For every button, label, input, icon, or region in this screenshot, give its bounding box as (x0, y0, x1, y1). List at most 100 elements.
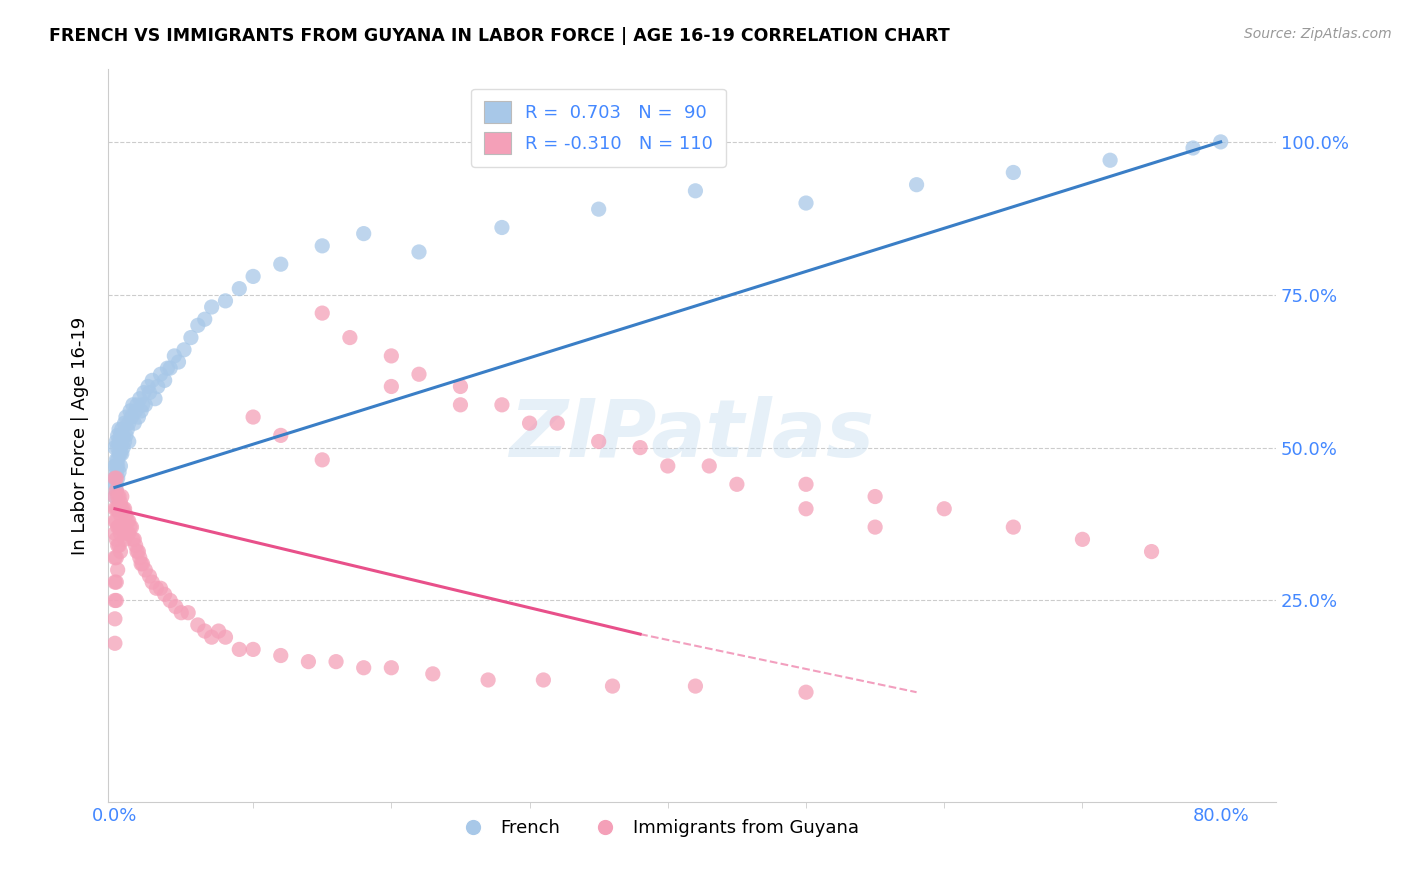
Point (531, 673, 554, 687)
Point (149, 368, 172, 382)
Point (194, 624, 217, 638)
Point (104, 490, 127, 504)
Point (311, 239, 333, 253)
Point (380, 661, 402, 675)
Point (108, 538, 131, 552)
Point (108, 422, 131, 436)
Point (149, 581, 172, 595)
Point (134, 563, 156, 577)
Point (194, 312, 217, 326)
Point (491, 398, 513, 412)
Point (228, 642, 250, 657)
Point (628, 441, 651, 455)
Point (408, 368, 430, 382)
Point (214, 293, 236, 308)
Point (110, 441, 132, 455)
Point (519, 416, 541, 430)
Point (110, 526, 132, 541)
Point (270, 648, 292, 663)
Point (105, 501, 128, 516)
Point (145, 581, 167, 595)
Point (104, 501, 127, 516)
Point (125, 544, 148, 558)
Point (794, 477, 817, 491)
Point (153, 373, 176, 387)
Point (685, 184, 707, 198)
Point (934, 501, 956, 516)
Point (1209, 135, 1232, 149)
Legend: French, Immigrants from Guyana: French, Immigrants from Guyana (449, 812, 866, 845)
Point (110, 508, 132, 522)
Point (165, 599, 187, 614)
Point (242, 410, 264, 425)
Point (104, 490, 127, 504)
Point (105, 465, 128, 479)
Point (1071, 533, 1094, 547)
Point (180, 330, 202, 344)
Point (121, 520, 143, 534)
Point (107, 520, 129, 534)
Point (156, 361, 179, 376)
Point (127, 410, 149, 425)
Point (242, 642, 264, 657)
Point (111, 501, 134, 516)
Point (477, 673, 499, 687)
Point (117, 422, 139, 436)
Point (270, 257, 292, 271)
Point (115, 428, 138, 442)
Point (110, 428, 132, 442)
Point (121, 410, 143, 425)
Point (112, 428, 135, 442)
Point (107, 471, 129, 485)
Point (794, 501, 817, 516)
Point (105, 477, 128, 491)
Point (111, 422, 134, 436)
Point (128, 392, 150, 406)
Point (794, 685, 817, 699)
Point (177, 606, 200, 620)
Point (111, 490, 134, 504)
Point (380, 379, 402, 393)
Point (108, 434, 131, 449)
Point (104, 441, 127, 455)
Point (863, 490, 886, 504)
Point (905, 178, 928, 192)
Point (297, 655, 319, 669)
Point (125, 398, 148, 412)
Point (794, 196, 817, 211)
Point (863, 520, 886, 534)
Point (657, 458, 679, 473)
Text: Source: ZipAtlas.com: Source: ZipAtlas.com (1244, 27, 1392, 41)
Point (104, 612, 127, 626)
Point (214, 630, 236, 644)
Point (108, 520, 131, 534)
Point (201, 300, 224, 314)
Point (107, 563, 129, 577)
Point (117, 514, 139, 528)
Point (120, 520, 142, 534)
Point (207, 624, 229, 638)
Point (105, 453, 128, 467)
Point (117, 526, 139, 541)
Point (173, 343, 195, 357)
Point (725, 477, 748, 491)
Point (1099, 153, 1122, 168)
Point (107, 490, 129, 504)
Point (107, 428, 129, 442)
Point (325, 655, 347, 669)
Point (114, 416, 136, 430)
Point (159, 361, 181, 376)
Point (120, 404, 142, 418)
Point (114, 520, 136, 534)
Point (110, 447, 132, 461)
Point (105, 593, 128, 607)
Point (449, 398, 471, 412)
Point (170, 606, 193, 620)
Point (118, 526, 141, 541)
Point (111, 434, 134, 449)
Point (1182, 141, 1205, 155)
Y-axis label: In Labor Force | Age 16-19: In Labor Force | Age 16-19 (72, 317, 89, 555)
Point (697, 458, 720, 473)
Point (104, 471, 127, 485)
Point (111, 520, 134, 534)
